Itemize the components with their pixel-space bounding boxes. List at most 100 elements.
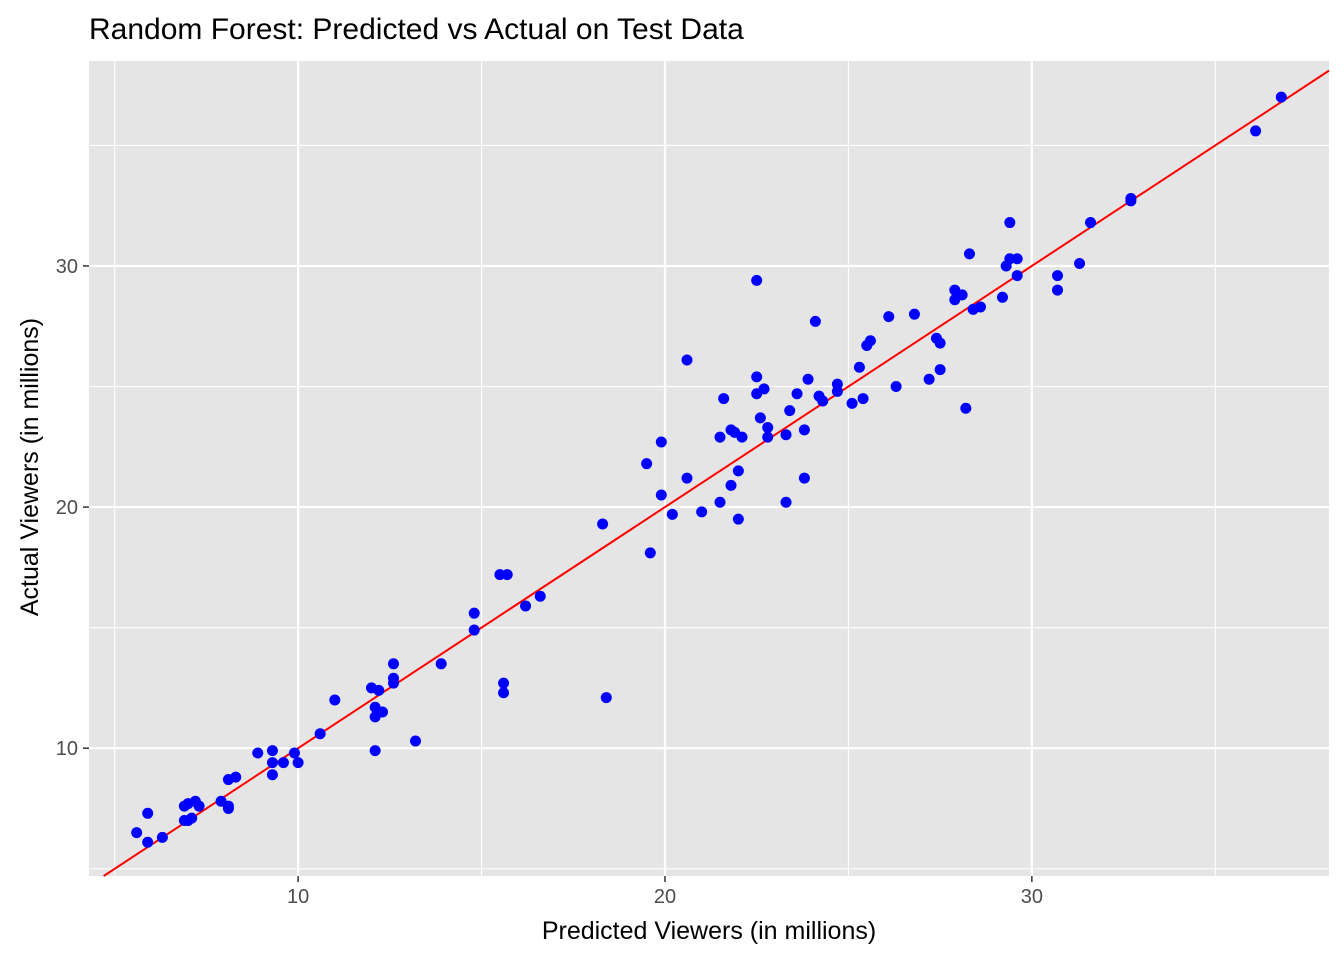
data-point	[934, 337, 946, 349]
data-point	[142, 807, 154, 819]
data-point	[329, 694, 341, 706]
data-point	[1074, 258, 1086, 270]
data-point	[288, 747, 300, 759]
data-point	[644, 547, 656, 559]
data-point	[802, 373, 814, 385]
data-point	[974, 301, 986, 313]
data-point	[780, 496, 792, 508]
data-point	[1250, 125, 1262, 137]
data-point	[156, 831, 168, 843]
data-point	[817, 395, 829, 407]
data-point	[890, 381, 902, 393]
data-points	[131, 91, 1287, 848]
data-point	[314, 728, 326, 740]
data-point	[1125, 195, 1137, 207]
data-point	[222, 802, 234, 814]
data-point	[883, 311, 895, 323]
data-point	[846, 397, 858, 409]
data-point	[732, 513, 744, 525]
data-point	[798, 424, 810, 436]
data-point	[1275, 91, 1287, 103]
data-point	[498, 687, 510, 699]
data-point	[751, 274, 763, 286]
data-point	[784, 405, 796, 417]
x-tick-label: 30	[1021, 886, 1043, 908]
data-point	[597, 518, 609, 530]
data-point	[501, 569, 513, 581]
data-point	[923, 373, 935, 385]
data-point	[655, 489, 667, 501]
data-point	[696, 506, 708, 518]
data-point	[252, 747, 264, 759]
data-point	[186, 812, 198, 824]
data-point	[387, 677, 399, 689]
data-point	[520, 600, 532, 612]
data-point	[641, 458, 653, 470]
data-point	[809, 315, 821, 327]
minor-gridlines	[89, 61, 1329, 876]
data-point	[534, 590, 546, 602]
y-axis-title: Actual Viewers (in millions)	[16, 318, 44, 616]
major-gridlines	[89, 61, 1329, 876]
data-point	[498, 677, 510, 689]
data-point	[373, 684, 385, 696]
data-point	[908, 308, 920, 320]
data-point	[410, 735, 422, 747]
data-point	[681, 354, 693, 366]
x-axis-title: Predicted Viewers (in millions)	[542, 917, 876, 945]
data-point	[864, 335, 876, 347]
data-point	[718, 393, 730, 405]
data-point	[762, 431, 774, 443]
data-point	[963, 248, 975, 260]
x-axis: 10 20 30	[287, 876, 1043, 908]
data-point	[1011, 270, 1023, 282]
reference-line-group	[103, 69, 1330, 877]
data-point	[758, 383, 770, 395]
data-point	[714, 431, 726, 443]
data-point	[762, 422, 774, 434]
data-point	[266, 745, 278, 757]
data-point	[725, 479, 737, 491]
data-point	[831, 378, 843, 390]
data-point	[751, 371, 763, 383]
data-point	[1011, 253, 1023, 265]
data-point	[934, 364, 946, 376]
x-tick-label: 20	[654, 886, 676, 908]
data-point	[292, 757, 304, 769]
y-tick-label: 20	[56, 497, 78, 519]
data-point	[681, 472, 693, 484]
data-point	[956, 289, 968, 301]
data-point	[1052, 270, 1064, 282]
data-point	[732, 465, 744, 477]
data-point	[468, 624, 480, 636]
chart-title: Random Forest: Predicted vs Actual on Te…	[89, 13, 744, 46]
data-point	[266, 769, 278, 781]
x-tick-label: 10	[287, 886, 309, 908]
y-tick-label: 10	[56, 738, 78, 760]
data-point	[1085, 217, 1097, 229]
data-point	[714, 496, 726, 508]
data-point	[736, 431, 748, 443]
data-point	[193, 800, 205, 812]
plot-panel	[89, 61, 1329, 876]
data-point	[142, 836, 154, 848]
data-point	[655, 436, 667, 448]
data-point	[754, 412, 766, 424]
data-point	[780, 429, 792, 441]
data-point	[600, 692, 612, 704]
data-point	[960, 402, 972, 414]
y-tick-label: 30	[56, 256, 78, 278]
data-point	[853, 361, 865, 373]
data-point	[791, 388, 803, 400]
data-point	[387, 658, 399, 670]
data-point	[369, 745, 381, 757]
data-point	[435, 658, 447, 670]
data-point	[1004, 217, 1016, 229]
data-point	[857, 393, 869, 405]
data-point	[376, 706, 388, 718]
data-point	[666, 508, 678, 520]
y-axis: 10 20 30	[56, 256, 89, 760]
data-point	[996, 291, 1008, 303]
data-point	[1052, 284, 1064, 296]
